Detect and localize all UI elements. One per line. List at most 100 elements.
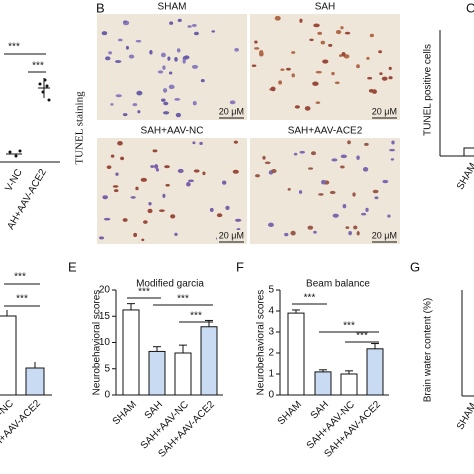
cell bbox=[340, 154, 347, 159]
cell bbox=[391, 140, 395, 145]
cell bbox=[211, 30, 216, 33]
x-tick-label: -NC bbox=[0, 398, 16, 418]
cell bbox=[108, 51, 113, 55]
scale-bg bbox=[217, 230, 245, 242]
x-tick-label: SHAM bbox=[455, 161, 474, 192]
cell bbox=[155, 168, 159, 172]
y-tick-label: 0 bbox=[104, 390, 110, 401]
cell bbox=[113, 189, 119, 193]
cell bbox=[135, 39, 142, 43]
bar bbox=[340, 373, 358, 396]
cell bbox=[128, 54, 135, 59]
y-tick-label: 20 bbox=[99, 285, 111, 296]
partial-panel-c: C TUNEL positive cells SHAM bbox=[423, 0, 474, 192]
micrograph bbox=[97, 138, 247, 244]
cell bbox=[199, 141, 203, 146]
cell bbox=[356, 155, 360, 160]
scale-bg bbox=[217, 106, 245, 118]
scale-label: 20 μM bbox=[372, 230, 397, 240]
cell bbox=[322, 59, 329, 64]
cell bbox=[334, 81, 340, 85]
cell bbox=[345, 226, 350, 230]
cell bbox=[254, 40, 258, 44]
cell bbox=[174, 232, 178, 237]
cell bbox=[167, 56, 171, 61]
cell bbox=[367, 76, 373, 80]
cell bbox=[251, 64, 257, 67]
cell bbox=[284, 232, 289, 237]
cell bbox=[105, 56, 111, 61]
cell bbox=[299, 18, 303, 23]
cell bbox=[161, 98, 166, 102]
cell bbox=[315, 70, 322, 74]
cell bbox=[164, 165, 170, 169]
cell bbox=[352, 192, 356, 197]
partial-panel-d: *** *** -NC SAH+AAV-ACE2 bbox=[0, 272, 52, 459]
cell bbox=[317, 31, 323, 35]
point bbox=[43, 78, 47, 82]
cell bbox=[299, 150, 306, 154]
cell bbox=[174, 98, 181, 101]
cell bbox=[362, 167, 369, 172]
cell bbox=[287, 187, 291, 191]
bar bbox=[463, 147, 474, 157]
x-tick-label: SHAM bbox=[455, 401, 474, 432]
cell bbox=[332, 213, 339, 218]
cell bbox=[122, 218, 128, 222]
point bbox=[8, 150, 12, 154]
y-tick-label: 10 bbox=[99, 337, 111, 348]
cell bbox=[154, 164, 159, 169]
panel-label: C bbox=[466, 0, 474, 15]
cell bbox=[200, 79, 205, 83]
bar bbox=[148, 350, 166, 396]
cell bbox=[254, 47, 260, 50]
cell bbox=[130, 196, 136, 199]
cell bbox=[374, 196, 379, 200]
cell bbox=[390, 158, 395, 161]
y-axis-label: Neurobehavioral scores bbox=[256, 290, 267, 396]
image-title: SAH bbox=[315, 2, 336, 13]
y-axis-label: TUNEL positive cells bbox=[423, 44, 434, 136]
point bbox=[47, 98, 51, 102]
micrograph bbox=[97, 14, 247, 120]
cell bbox=[340, 26, 344, 30]
y-tick-label: 5 bbox=[104, 363, 110, 374]
cell bbox=[209, 207, 214, 212]
scale-label: 20 μM bbox=[219, 106, 244, 116]
cell bbox=[291, 73, 295, 78]
cell bbox=[193, 169, 200, 173]
cell bbox=[310, 151, 317, 156]
panel-label: E bbox=[68, 259, 77, 274]
cell bbox=[162, 65, 166, 70]
cell bbox=[342, 204, 347, 209]
cell bbox=[387, 214, 391, 218]
image-title: SAH+AAV-ACE2 bbox=[288, 126, 363, 137]
cell bbox=[307, 225, 314, 230]
cell bbox=[101, 31, 108, 36]
cell bbox=[176, 48, 181, 53]
cell bbox=[366, 56, 370, 60]
x-tick-label: SHAM bbox=[111, 399, 139, 427]
cell bbox=[193, 31, 199, 36]
cell bbox=[115, 94, 122, 98]
cell bbox=[162, 88, 168, 93]
cell bbox=[280, 68, 285, 71]
cell bbox=[177, 168, 184, 174]
y-tick-label: 4 bbox=[268, 306, 274, 317]
significance: *** bbox=[138, 287, 150, 298]
partial-panel-a: *** *** V-NC AH+AAV-ACE2 bbox=[0, 42, 60, 232]
cell bbox=[118, 38, 123, 42]
cell bbox=[115, 172, 119, 176]
cell bbox=[148, 202, 152, 206]
cell bbox=[168, 84, 175, 90]
x-tick-label: SHAM bbox=[276, 399, 304, 427]
cell bbox=[307, 167, 314, 170]
cell bbox=[106, 165, 112, 170]
cell bbox=[149, 49, 153, 55]
cell bbox=[259, 50, 264, 55]
cell bbox=[177, 18, 182, 22]
point bbox=[41, 90, 45, 94]
cell bbox=[163, 111, 170, 115]
panel-label: B bbox=[96, 0, 105, 15]
